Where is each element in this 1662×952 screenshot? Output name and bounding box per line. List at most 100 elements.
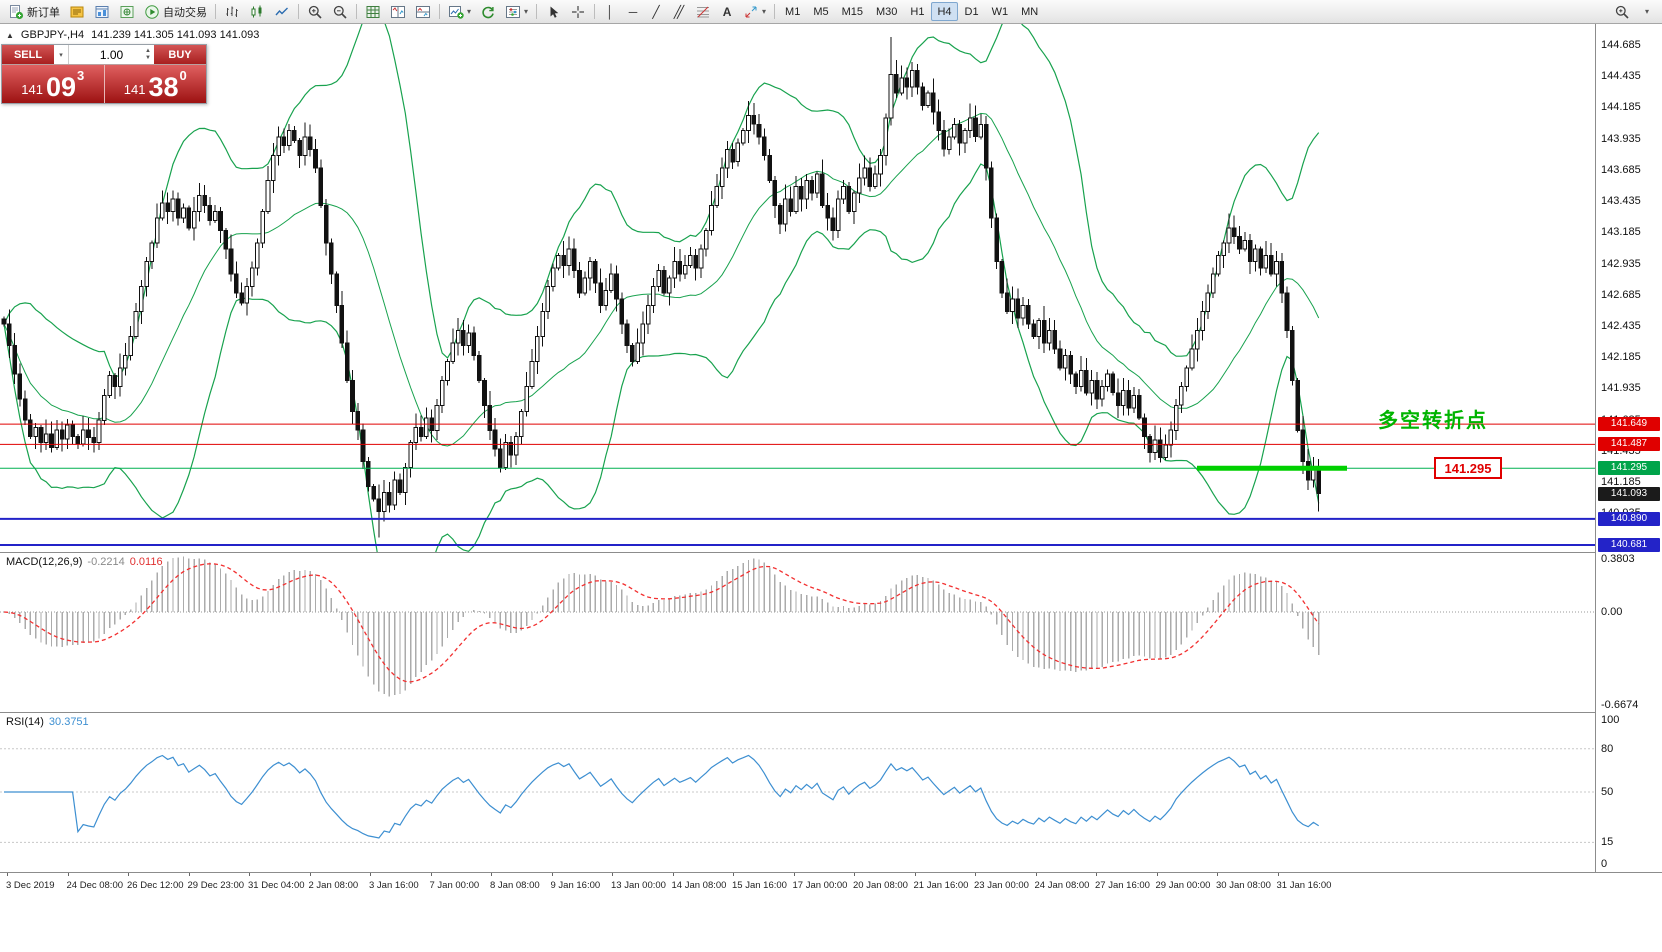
text-tool-button[interactable]: A <box>716 2 738 22</box>
market-watch-icon <box>95 5 109 18</box>
navigator-icon <box>120 5 134 18</box>
price-axis-tick: 143.435 <box>1601 195 1641 207</box>
sell-price-button[interactable]: 141 09 3 <box>2 65 104 103</box>
navigator-button[interactable] <box>115 2 139 22</box>
time-axis-tick <box>975 872 976 876</box>
price-pane[interactable] <box>0 24 1595 552</box>
pane-divider <box>0 872 1662 873</box>
chevron-down-icon: ▾ <box>1644 7 1649 16</box>
toolbar-separator <box>298 4 299 19</box>
rsi-axis-label: 100 <box>1601 714 1620 726</box>
order-type-dropdown[interactable]: ▾ <box>54 45 69 64</box>
timeframe-button-M15[interactable]: M15 <box>836 2 869 21</box>
trendline-icon: ╱ <box>652 4 660 19</box>
level-price-tag: 140.890 <box>1598 512 1660 526</box>
time-axis-tick <box>854 872 855 876</box>
time-axis-tick <box>128 872 129 876</box>
tile-windows-button[interactable] <box>386 2 410 22</box>
candlestick-icon <box>251 5 262 17</box>
macd-label-row: MACD(12,26,9) -0.2214 0.0116 <box>6 556 163 568</box>
chevron-down-icon: ▾ <box>59 51 63 59</box>
buy-label[interactable]: BUY <box>154 45 206 64</box>
chart-properties-button[interactable]: ▾ <box>501 2 532 22</box>
macd-pane[interactable] <box>0 552 1595 712</box>
price-axis-tick: 141.935 <box>1601 382 1641 394</box>
level-price-tag: 141.649 <box>1598 417 1660 431</box>
time-axis[interactable]: 3 Dec 2019 24 Dec 08:00 26 Dec 12:00 29 Dec… <box>0 872 1662 904</box>
rsi-value: 30.3751 <box>48 716 89 728</box>
time-axis-tick <box>672 872 674 876</box>
autotrade-icon <box>145 4 159 19</box>
grid-button[interactable] <box>361 2 385 22</box>
macd-signal-value: 0.0116 <box>129 556 163 568</box>
fibonacci-icon <box>697 6 710 17</box>
price-axis[interactable]: 144.685 144.435 144.185 143.935 143.685 143.4… <box>1595 24 1662 872</box>
cascade-windows-button[interactable] <box>411 2 435 22</box>
toolbar-overflow-button[interactable]: ▾ <box>1636 2 1658 22</box>
time-axis-label: 14 Jan 08:00 <box>671 880 727 891</box>
bar-chart-mode-button[interactable] <box>220 2 244 22</box>
time-axis-tick <box>430 872 432 876</box>
ohlc-bars-icon <box>226 6 238 17</box>
buy-price-sup: 0 <box>179 68 187 83</box>
trendline-tool-button[interactable]: ╱ <box>645 2 667 22</box>
line-chart-mode-button[interactable] <box>270 2 294 22</box>
rsi-name: RSI(14) <box>6 716 44 728</box>
market-watch-button[interactable] <box>90 2 114 22</box>
rsi-axis-label: 80 <box>1601 743 1614 755</box>
vline-icon: │ <box>606 4 614 19</box>
time-axis-label: 13 Jan 00:00 <box>611 880 666 891</box>
chart-window: ▲ GBPJPY-,H4 141.239 141.305 141.093 141… <box>0 24 1662 952</box>
horizontal-line-tool-button[interactable]: ─ <box>622 2 644 22</box>
rsi-pane[interactable] <box>0 712 1595 872</box>
vertical-line-tool-button[interactable]: │ <box>599 2 621 22</box>
one-click-trading-widget: SELL ▾ ▲ ▼ BUY 141 09 3 141 38 0 <box>1 44 207 104</box>
dropdown-caret-icon: ▾ <box>467 7 472 16</box>
timeframe-button-M5[interactable]: M5 <box>807 2 834 21</box>
cursor-tool-button[interactable] <box>541 2 565 22</box>
time-axis-tick <box>370 872 371 876</box>
timeframe-button-H1[interactable]: H1 <box>904 2 930 21</box>
new-chart-button[interactable]: ▾ <box>444 2 475 22</box>
timeframe-button-H4[interactable]: H4 <box>931 2 958 21</box>
timeframe-button-W1[interactable]: W1 <box>986 2 1015 21</box>
sell-label[interactable]: SELL <box>2 45 54 64</box>
channel-tool-button[interactable]: ╱╱ <box>668 2 690 22</box>
timeframe-button-D1[interactable]: D1 <box>959 2 985 21</box>
price-axis-tick: 142.435 <box>1601 320 1641 332</box>
timeframe-button-M30[interactable]: M30 <box>870 2 903 21</box>
pane-divider[interactable] <box>0 552 1662 553</box>
toolbar-separator <box>215 4 216 19</box>
new-order-button[interactable]: 新订单 <box>4 2 64 22</box>
volume-input[interactable] <box>69 45 154 64</box>
time-axis-tick <box>551 872 553 876</box>
time-axis-label: 31 Dec 04:00 <box>248 880 305 891</box>
macd-axis-label: -0.6674 <box>1601 699 1639 711</box>
time-axis-label: 7 Jan 00:00 <box>429 880 480 891</box>
metaeditor-button[interactable] <box>65 2 89 22</box>
autotrade-button[interactable]: 自动交易 <box>140 2 211 22</box>
symbol-search-button[interactable] <box>1610 2 1634 22</box>
zoom-out-button[interactable] <box>328 2 352 22</box>
pane-divider[interactable] <box>0 712 1662 713</box>
crosshair-tool-button[interactable] <box>566 2 590 22</box>
toolbar-separator <box>536 4 538 19</box>
candlestick-mode-button[interactable] <box>245 2 269 22</box>
text-tool-icon: A <box>722 4 732 19</box>
arrows-tool-button[interactable]: ▾ <box>739 2 770 22</box>
time-axis-label: 24 Dec 08:00 <box>66 880 124 891</box>
buy-price-prefix: 141 <box>123 82 146 97</box>
toolbar-separator <box>356 4 357 19</box>
price-axis-tick: 143.685 <box>1601 164 1641 176</box>
fibonacci-tool-button[interactable] <box>691 2 715 22</box>
timeframe-button-MN[interactable]: MN <box>1015 2 1044 21</box>
quick-trade-toggle[interactable]: ▲ <box>6 30 14 40</box>
buy-price-button[interactable]: 141 38 0 <box>103 65 206 103</box>
spinner-down-icon[interactable]: ▼ <box>145 54 151 61</box>
timeframe-button-M1[interactable]: M1 <box>779 2 806 21</box>
symbol-period-label: GBPJPY-,H4 <box>20 29 85 41</box>
profiles-button[interactable] <box>476 2 500 22</box>
zoom-in-button[interactable] <box>303 2 327 22</box>
spinner-up-icon[interactable]: ▲ <box>145 47 151 54</box>
zoom-out-icon <box>333 5 347 19</box>
